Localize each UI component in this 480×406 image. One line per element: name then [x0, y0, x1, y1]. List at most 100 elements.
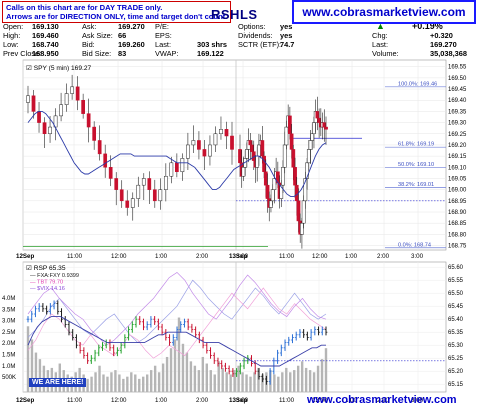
indicator-y-tick: 65.20 [448, 369, 464, 375]
indicator-x-tick: 12Sep [16, 397, 34, 404]
price-y-tick: 169.25 [448, 132, 467, 138]
volume-tick: 3.0M [2, 319, 15, 325]
volume-tick: 2.5M [2, 330, 15, 336]
candle-body [224, 129, 229, 137]
rsp-moving-average-line [27, 316, 326, 367]
candle-body [260, 140, 265, 157]
volume-bar [161, 363, 165, 392]
quote-value: 169.460 [32, 31, 59, 40]
candle-body [310, 133, 315, 141]
up-arrow-icon: ▲ [376, 21, 385, 31]
candle-body [296, 200, 301, 222]
volume-bar [102, 374, 105, 392]
price-y-tick: 169.20 [448, 143, 467, 149]
quote-label: Last: [372, 40, 389, 49]
quote-label: Bid: [82, 40, 95, 49]
quote-label: Ask: [82, 22, 97, 31]
volume-bar [197, 370, 201, 392]
volume-bar [261, 374, 264, 392]
indicator-x-tick: 1:00 [155, 397, 168, 404]
volume-bar [229, 374, 232, 392]
price-x-tick: 11:00 [279, 253, 295, 260]
volume-bar [285, 367, 288, 392]
fib-level-label: 100.0%: 169.46 [398, 81, 437, 87]
candle-body [238, 149, 242, 164]
quote-label: Dividends: [238, 31, 273, 40]
candle-body [191, 140, 196, 146]
candle-body [208, 144, 212, 157]
price-x-tick: 1:00 [155, 253, 168, 260]
volume-bar [316, 365, 320, 392]
candle-body [301, 200, 306, 224]
candle-body [108, 167, 113, 179]
indicator-y-tick: 65.45 [448, 304, 464, 310]
candle-body [42, 122, 47, 135]
price-x-tick: 11:00 [67, 253, 83, 260]
volume-bar [193, 365, 197, 392]
indicator-x-tick: 12:00 [312, 397, 328, 404]
website-banner[interactable]: www.cobrasmarketview.com [292, 0, 476, 24]
volume-bar [34, 352, 38, 392]
volume-bar [304, 367, 308, 392]
price-y-tick: 169.50 [448, 76, 467, 82]
quote-value: 168.740 [32, 40, 59, 49]
candle-body [202, 149, 207, 157]
volume-bar [237, 365, 240, 392]
quote-label: VWAP: [155, 49, 179, 58]
price-y-tick: 168.95 [448, 199, 467, 205]
candle-body [163, 175, 168, 190]
quote-value: 168.950 [32, 49, 59, 58]
price-x-tick: 1:00 [345, 253, 358, 260]
symbol-label: RSHLS [211, 7, 258, 22]
candle-body [312, 122, 316, 135]
volume-bar [110, 372, 113, 392]
volume-bar [165, 356, 169, 392]
volume-tick: 4.0M [2, 296, 15, 302]
indicator-x-tick: 3:00 [236, 397, 249, 404]
overlay-legend-entry: — FXA:FXY 0.9399 [30, 273, 79, 279]
candle-body [269, 200, 273, 208]
candle-body [64, 93, 69, 105]
indicator-y-tick: 65.15 [448, 382, 464, 388]
watermark-url: www.cobrasmarketview.com [307, 394, 457, 406]
quote-value: 169.130 [32, 22, 59, 31]
volume-bar [157, 372, 161, 392]
volume-bar [281, 372, 284, 392]
indicator-x-tick: 13Sep [229, 397, 247, 404]
candle-body [291, 149, 296, 168]
note-line-2: Arrows are for DIRECTION ONLY, time and … [6, 12, 228, 21]
fib-level-label: 61.8%: 169.19 [398, 142, 434, 148]
price-x-tick: 12Sep [16, 253, 34, 260]
candle-body [317, 117, 321, 123]
volume-bar [169, 348, 173, 392]
price-x-tick: 2:00 [196, 253, 209, 260]
candle-body [241, 167, 246, 177]
volume-bar [30, 339, 34, 392]
candle-body [136, 184, 141, 199]
volume-bar [217, 361, 220, 392]
quote-panel: Open: 169.130 High: 169.460 Low: 168.740 Prev … [0, 0, 480, 66]
quote-value: 35,038,368 [430, 49, 467, 58]
quote-value: 83 [118, 49, 127, 58]
volume-bar [205, 363, 208, 392]
candle-body [288, 115, 292, 135]
candle-body [186, 144, 190, 159]
candle-body [125, 200, 130, 208]
quote-value: 66 [118, 31, 127, 40]
fib-level-label: 0.0%: 168.74 [398, 242, 431, 248]
volume-bar [233, 370, 236, 392]
candle-body [262, 155, 266, 173]
quote-value: 74.7 [280, 40, 295, 49]
candle-body [81, 99, 85, 114]
volume-bar [296, 365, 300, 392]
candle-body [141, 178, 146, 186]
price-chart-title: ☑ SPY (5 min) 169.27 [26, 64, 91, 72]
quote-label: Last: [155, 40, 172, 49]
indicator-y-tick: 65.50 [448, 291, 464, 297]
candle-body [103, 153, 108, 168]
price-y-tick: 168.80 [448, 232, 467, 238]
candle-body [250, 144, 254, 152]
indicator-x-tick: 3:00 [411, 397, 424, 404]
volume-bar [253, 372, 256, 392]
candle-body [130, 198, 135, 208]
